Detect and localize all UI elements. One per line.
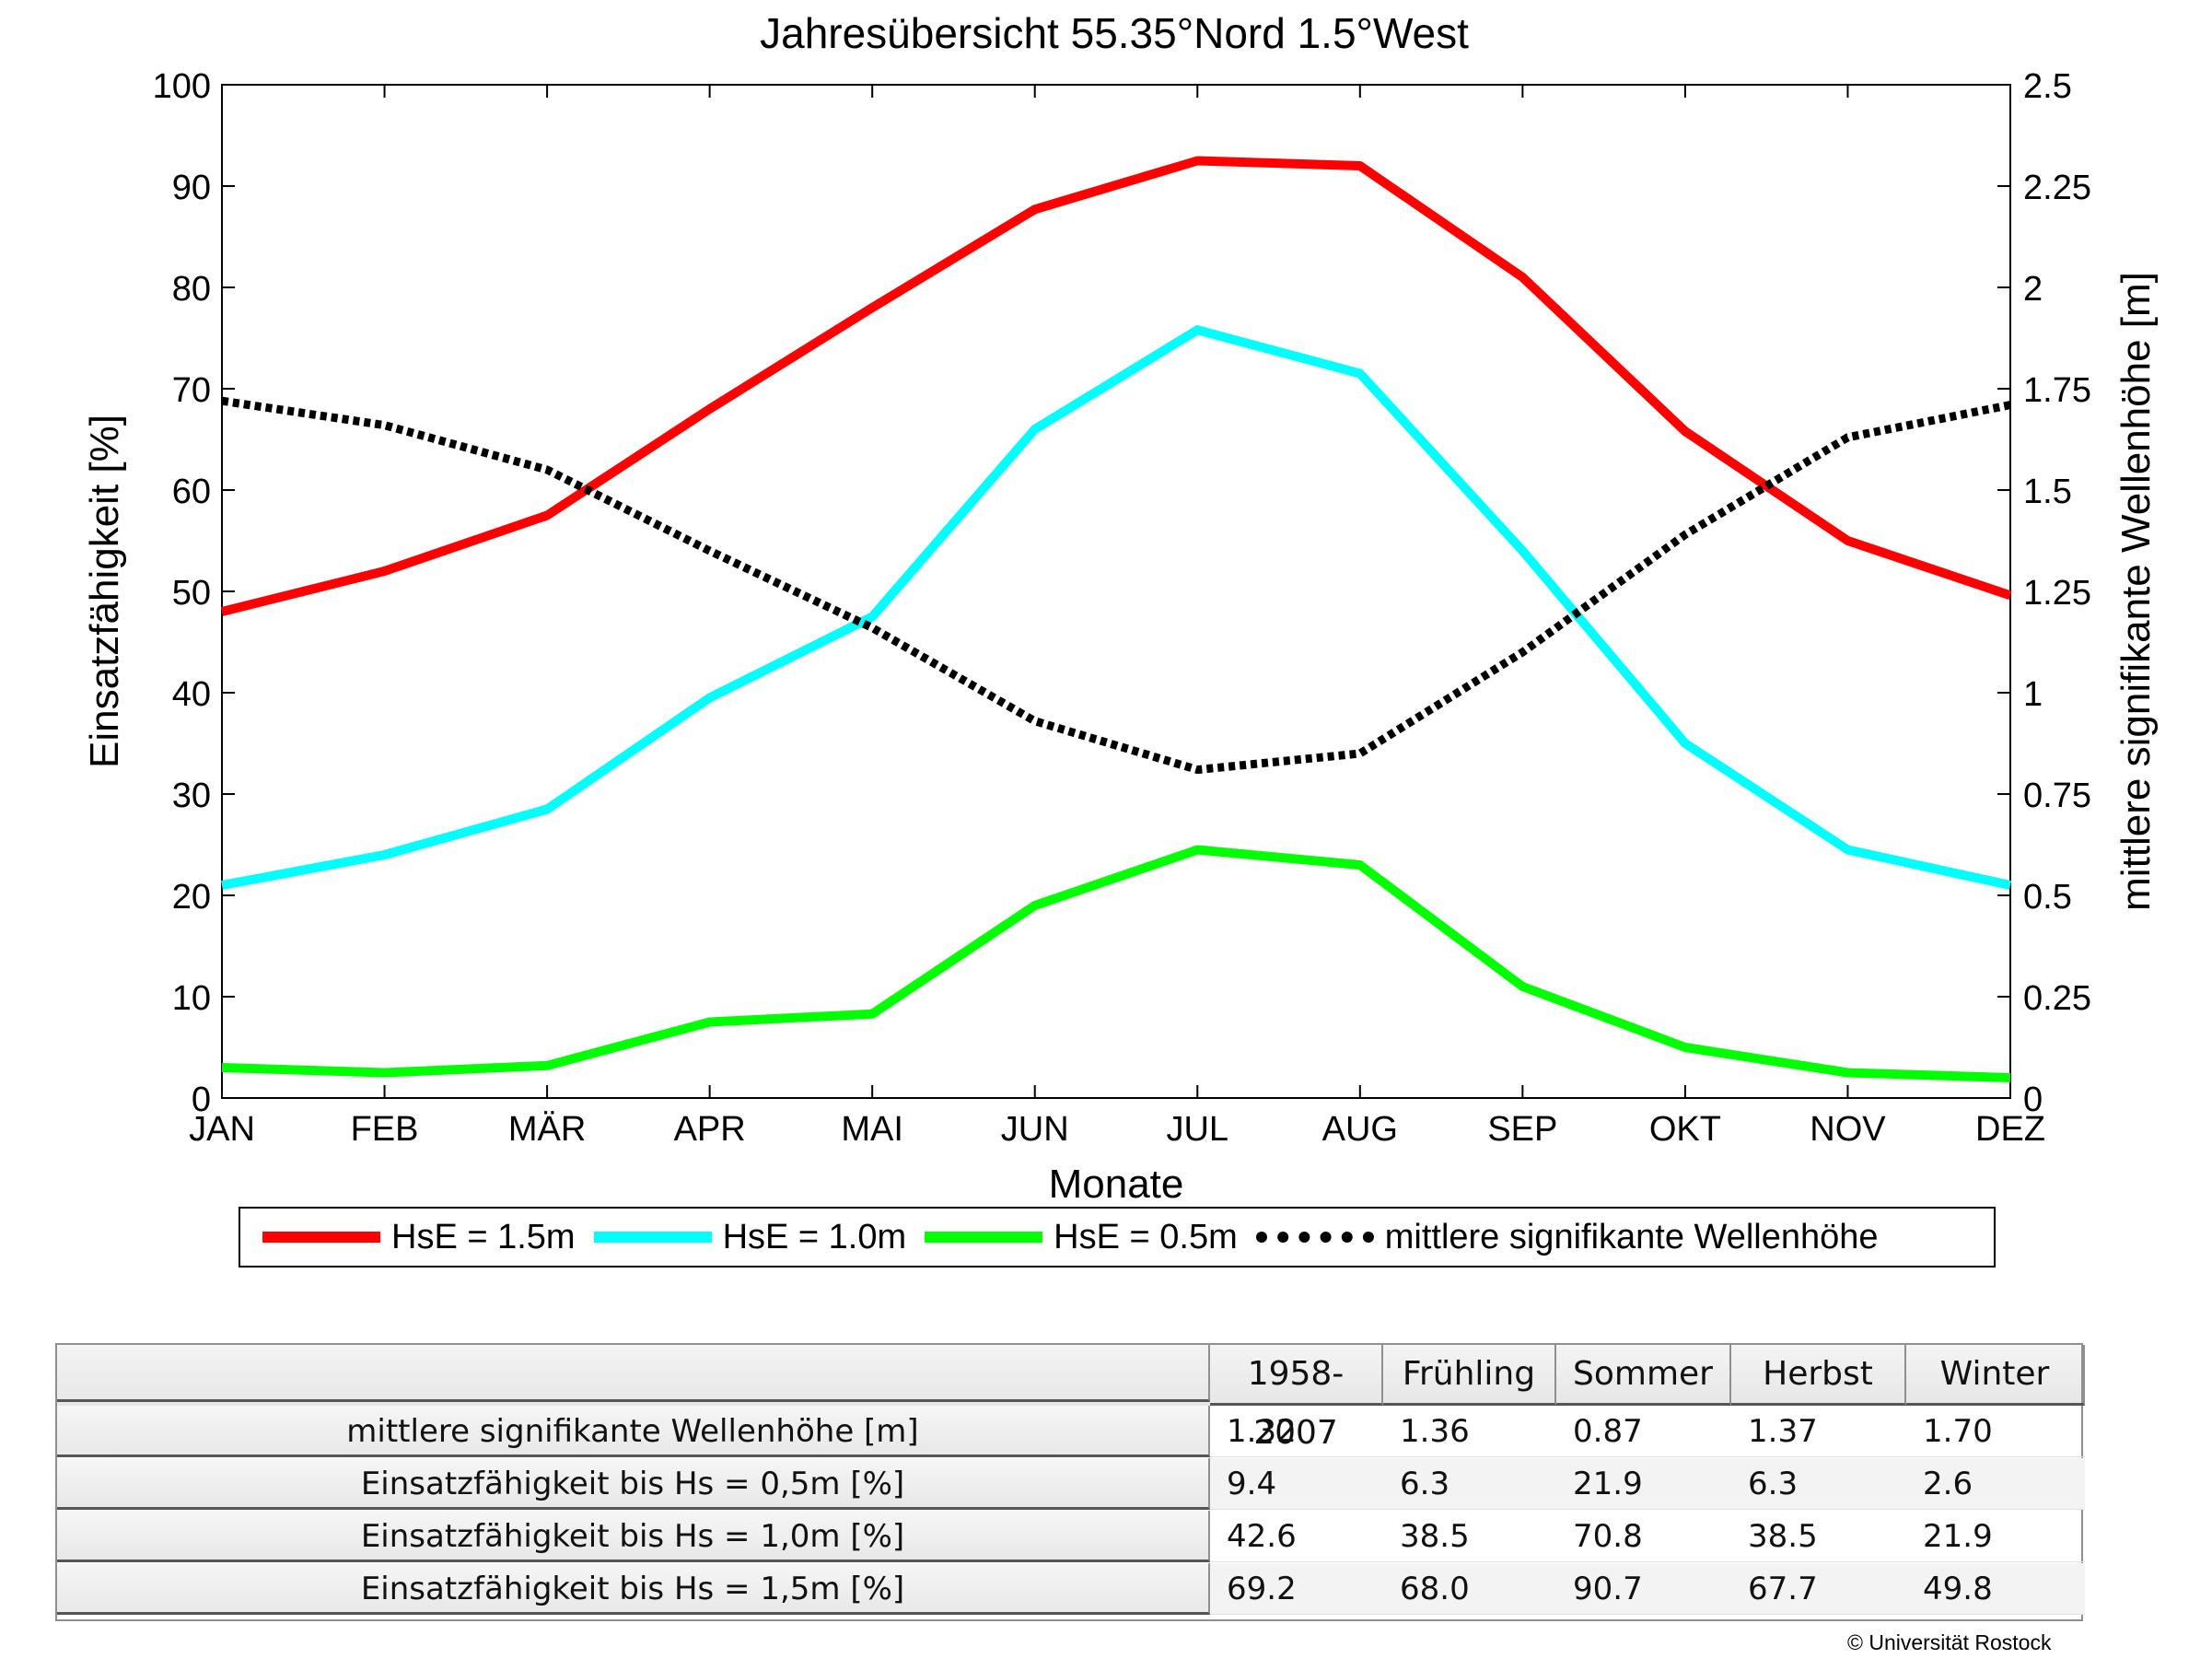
stats-table: 1958-2007 Frühling Sommer Herbst Winter mitt… [55,1343,2085,1621]
table-cell: 49.8 [1906,1563,2085,1615]
y-tick-label: 10 [172,979,211,1018]
table-cell: 6.3 [1383,1458,1556,1510]
table-cell: 21.9 [1906,1511,2085,1562]
legend-entry-4: mittlere signifikante Wellenhöhe [1255,1217,1879,1257]
legend-label: mittlere signifikante Wellenhöhe [1384,1217,1879,1256]
x-tick-label: APR [674,1110,746,1149]
legend-label: HsE = 1.5m [391,1217,576,1256]
table-cell: 1.37 [1731,1406,1906,1457]
table-cell: 1.36 [1383,1406,1556,1457]
table-column-header: Sommer [1556,1345,1731,1406]
legend-swatch [1255,1232,1374,1243]
chart-title: Jahresübersicht 55.35°Nord 1.5°West [760,9,1469,57]
y2-tick-label: 0.75 [2023,777,2091,815]
x-tick-label: NOV [1810,1110,1886,1149]
legend-label: HsE = 1.0m [722,1217,907,1256]
y-tick-label: 60 [172,473,211,511]
y2-axis-label: mittlere signifikante Wellenhöhe [m] [2113,272,2159,911]
table-cell: 38.5 [1731,1511,1906,1562]
x-tick-label: DEZ [1975,1110,2045,1149]
table-cell: 67.7 [1731,1563,1906,1615]
legend-entry-2: HsE = 1.0m [593,1217,907,1257]
x-tick-label: FEB [351,1110,419,1149]
table-cell: 70.8 [1556,1511,1731,1562]
series-line-2 [221,325,2012,890]
table-row-label: Einsatzfähigkeit bis Hs = 1,0m [%] [57,1511,1210,1562]
y2-tick-label: 1.5 [2023,473,2072,511]
legend-swatch [262,1232,380,1243]
series-line-1 [220,156,2012,616]
table-row-label: Einsatzfähigkeit bis Hs = 1,5m [%] [57,1563,1210,1615]
y-tick-label: 20 [172,878,211,917]
y-tick-label: 100 [153,67,211,106]
table-cell: 1.32 [1210,1406,1383,1457]
table-column-header: Frühling [1383,1345,1556,1406]
chart: Jahresübersicht 55.35°Nord 1.5°West 0102… [82,9,2159,1207]
y2-tick-label: 0.25 [2023,979,2091,1018]
table-cell: 0.87 [1556,1406,1731,1457]
x-tick-label: MAI [841,1110,903,1149]
y2-tick-label: 2.25 [2023,169,2091,207]
x-axis: JAN FEB MÄR APR MAI JUN JUL AUG SEP OKT NOV DEZ [189,85,2045,1149]
table-cell: 69.2 [1210,1563,1383,1615]
legend-swatch [925,1232,1043,1243]
x-tick-label: JUN [1001,1110,1069,1149]
table-cell: 1.70 [1906,1406,2085,1457]
x-tick-label: JAN [189,1110,255,1149]
y2-tick-label: 0.5 [2023,878,2072,917]
legend: HsE = 1.5m HsE = 1.0m HsE = 0.5m mittlere s… [239,1207,1996,1268]
table-header-row: 1958-2007 Frühling Sommer Herbst Winter [57,1345,2085,1452]
x-tick-label: MÄR [508,1110,586,1149]
y2-tick-label: 0 [2023,1081,2043,1119]
series-lines [220,156,2012,1082]
y-tick-label: 0 [192,1081,211,1119]
x-tick-label: SEP [1487,1110,1557,1149]
series-line-4 [221,396,2011,775]
x-tick-label: OKT [1649,1110,1721,1149]
y-tick-label: 40 [172,675,211,714]
copyright-notice: © Universität Rostock [1847,1630,2052,1654]
y-axis-label: Einsatzfähigkeit [%] [82,415,127,768]
table-column-header: Herbst [1731,1345,1906,1406]
y2-tick-label: 2.5 [2023,67,2072,106]
legend-swatch [593,1232,712,1243]
legend-entry-1: HsE = 1.5m [262,1218,576,1257]
table-column-header: 1958-2007 [1210,1345,1383,1452]
y-tick-label: 80 [172,270,211,309]
x-axis-label: Monate [1049,1162,1184,1207]
y2-tick-label: 1 [2023,675,2043,714]
table-header-corner [57,1345,1210,1402]
left-y-axis: 0 10 20 30 40 50 60 70 80 90 100 [153,67,235,1119]
table-row-label: mittlere signifikante Wellenhöhe [m] [57,1406,1210,1457]
y2-tick-label: 2 [2023,270,2043,309]
y-tick-label: 50 [172,574,211,613]
table-cell: 90.7 [1556,1563,1731,1615]
y2-tick-label: 1.75 [2023,371,2091,410]
legend-entry-3: HsE = 0.5m [925,1218,1238,1257]
x-tick-label: JUL [1166,1110,1228,1149]
table-column-header: Winter [1906,1345,2085,1406]
table-row-label: Einsatzfähigkeit bis Hs = 0,5m [%] [57,1458,1210,1510]
table-cell: 6.3 [1731,1458,1906,1510]
table-cell: 9.4 [1210,1458,1383,1510]
table-cell: 42.6 [1210,1511,1383,1562]
plot-area [221,84,2011,1099]
table-cell: 2.6 [1906,1458,2085,1510]
table-cell: 21.9 [1556,1458,1731,1510]
y-tick-label: 30 [172,777,211,815]
y2-tick-label: 1.25 [2023,574,2091,613]
y-tick-label: 90 [172,169,211,207]
series-line-3 [221,845,2011,1082]
right-y-axis: 0 0.25 0.5 0.75 1 1.25 1.5 1.75 2 2.25 2.5 [1997,67,2091,1119]
x-tick-label: AUG [1322,1110,1398,1149]
table-cell: 38.5 [1383,1511,1556,1562]
table-cell: 68.0 [1383,1563,1556,1615]
legend-label: HsE = 0.5m [1054,1217,1238,1256]
y-tick-label: 70 [172,371,211,410]
